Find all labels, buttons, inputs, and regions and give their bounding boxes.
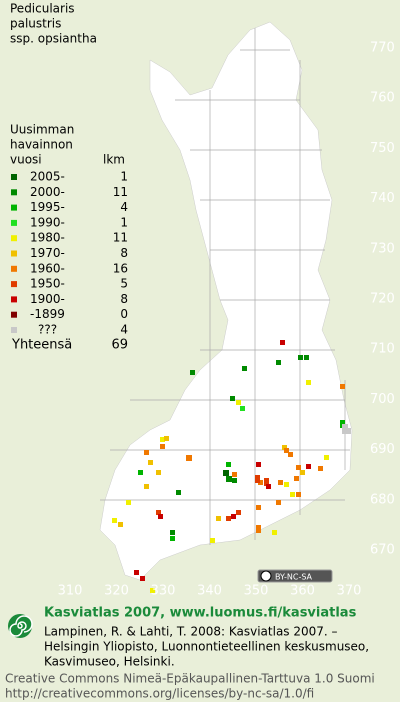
legend-label: 2000- [30,185,65,199]
easting-label: 330 [151,584,176,599]
legend-count: 5 [120,277,128,291]
easting-label: 320 [104,584,129,599]
legend-count: 11 [113,231,128,245]
legend-swatch [11,311,17,318]
legend-label: ??? [38,323,57,337]
legend-label: 1970- [30,246,65,260]
easting-label: 310 [58,584,83,599]
legend-label: 1900- [30,292,65,306]
northing-label: 770 [370,41,395,56]
northing-label: 690 [370,442,395,457]
northing-label: 740 [370,191,395,206]
site-link: Kasviatlas 2007, www.luomus.fi/kasviatla… [44,606,357,621]
easting-label: 340 [197,584,222,599]
legend-header: havainnon [10,138,73,152]
legend-label: 1950- [30,277,65,291]
northing-label: 720 [370,292,395,307]
legend-swatch [11,296,17,303]
legend-swatch [11,204,17,211]
legend-label: 1960- [30,261,65,275]
citation: Kasvimuseo, Helsinki. [44,655,175,669]
legend-count: 4 [120,323,128,337]
species-name: palustris [10,17,61,31]
northing-label: 680 [370,492,395,507]
legend-swatch [11,327,17,333]
legend-count-header: lkm [103,153,125,167]
legend-header: Uusimman [10,123,74,137]
legend-label: 1995- [30,200,65,214]
footer: Kasviatlas 2007, www.luomus.fi/kasviatla… [5,606,375,701]
legend-count: 8 [120,246,128,260]
legend-label: 1980- [30,231,65,245]
legend-swatch [11,189,17,196]
legend-label: 2005- [30,170,65,184]
logo [8,614,33,638]
legend-label: 1990- [30,215,65,229]
easting-label: 350 [244,584,269,599]
total-label: Yhteensä [11,338,72,353]
northing-label: 670 [370,543,395,558]
northing-label: 700 [370,392,395,407]
legend-swatch [11,281,17,288]
legend-count: 11 [113,185,128,199]
citation: Lampinen, R. & Lahti, T. 2008: Kasviatla… [44,625,338,639]
legend-header: vuosi [10,153,42,167]
northing-label: 710 [370,342,395,357]
total-count: 69 [111,338,128,353]
license-text: http://creativecommons.org/licenses/by-n… [5,687,314,701]
observations [112,340,351,593]
northing-label: 760 [370,91,395,106]
legend-swatch [11,265,17,272]
easting-label: 360 [290,584,315,599]
license-text: Creative Commons Nimeä-Epäkaupallinen-Ta… [5,672,375,686]
legend-count: 4 [120,200,128,214]
legend-count: 1 [120,215,128,229]
legend-label: -1899 [30,307,65,321]
legend-count: 16 [113,261,128,275]
license-badge: BY-NC-SA [275,573,313,582]
legend-count: 0 [120,307,128,321]
legend-swatch [11,235,17,242]
citation: Helsingin Yliopisto, Luonnontieteellinen… [44,640,369,654]
cc-badge: BY-NC-SA [257,569,333,583]
legend-count: 1 [120,170,128,184]
easting-label: 370 [337,584,362,599]
species-name: Pedicularis [10,2,75,16]
legend-swatch [11,219,17,226]
legend-count: 8 [120,292,128,306]
northing-label: 730 [370,241,395,256]
species-name: ssp. opsiantha [10,32,97,46]
northing-label: 750 [370,141,395,156]
legend-swatch [11,250,17,257]
legend-swatch [11,174,17,180]
